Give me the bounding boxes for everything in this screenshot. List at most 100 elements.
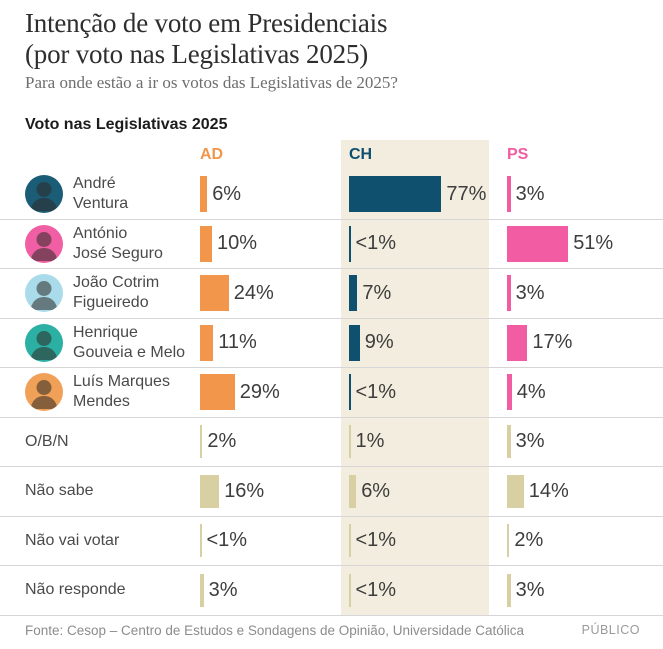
table-row: Não responde 3% <1% 3%	[0, 566, 663, 616]
row-label: Henrique Gouveia e Melo	[73, 323, 186, 361]
bar-ad	[200, 324, 214, 361]
candidate-avatar	[25, 175, 63, 214]
person-icon	[30, 182, 58, 212]
bar-ad	[200, 275, 229, 312]
bar-ch	[349, 524, 351, 558]
value-label-ps: 2%	[514, 529, 544, 552]
row-identity: João Cotrim Figueiredo	[25, 269, 159, 318]
bar-ch	[349, 573, 351, 607]
bar-cell-ch: <1%	[349, 368, 396, 417]
value-label-ad: 24%	[233, 281, 274, 304]
row-identity: Não sabe	[25, 467, 94, 516]
bar-ad	[200, 524, 202, 558]
candidate-avatar	[25, 224, 63, 263]
page-title: Intenção de voto em Presidenciais (por v…	[25, 8, 387, 70]
candidate-avatar	[25, 373, 63, 412]
page-subtitle: Para onde estão a ir os votos das Legisl…	[25, 73, 398, 92]
bar-cell-ps: 3%	[507, 170, 545, 219]
person-icon	[30, 330, 58, 360]
source-note: Fonte: Cesop – Centro de Estudos e Sonda…	[25, 623, 525, 638]
row-identity: Luís Marques Mendes	[25, 368, 170, 417]
row-label: O/B/N	[25, 432, 69, 450]
bar-ps	[507, 176, 511, 213]
bar-ad	[200, 374, 235, 411]
table-row: João Cotrim Figueiredo 24% 7% 3%	[0, 269, 663, 319]
bar-cell-ps: 3%	[507, 566, 545, 615]
bar-cell-ad: 3%	[200, 566, 238, 615]
bar-cell-ch: 6%	[349, 467, 390, 516]
table-row: Não sabe 16% 6% 14%	[0, 467, 663, 517]
row-identity: Não vai votar	[25, 517, 119, 566]
bar-ad	[200, 573, 204, 607]
row-label: António José Seguro	[73, 224, 163, 262]
bar-ps	[507, 275, 511, 312]
bar-cell-ch: <1%	[349, 220, 396, 269]
bar-cell-ps: 4%	[507, 368, 546, 417]
value-label-ch: 77%	[446, 182, 487, 205]
bar-cell-ch: <1%	[349, 566, 396, 615]
value-label-ch: 7%	[362, 281, 392, 304]
column-header-ch: CH	[349, 146, 373, 163]
bar-cell-ad: 6%	[200, 170, 241, 219]
column-header-ps: PS	[507, 146, 529, 163]
bar-cell-ch: <1%	[349, 517, 396, 566]
bar-cell-ps: 51%	[507, 220, 613, 269]
bar-ch	[349, 425, 351, 459]
value-label-ad: 3%	[208, 578, 238, 601]
row-identity: André Ventura	[25, 170, 128, 219]
bar-cell-ad: <1%	[200, 517, 247, 566]
bar-cell-ch: 77%	[349, 170, 486, 219]
candidate-avatar	[25, 323, 63, 362]
bar-ps	[507, 573, 511, 607]
value-label-ps: 4%	[516, 380, 546, 403]
row-label: André Ventura	[73, 175, 129, 213]
value-label-ps: 14%	[528, 479, 569, 502]
bar-cell-ad: 11%	[200, 319, 257, 368]
page-title-line2: (por voto nas Legislativas 2025)	[25, 39, 369, 69]
table-row: André Ventura 6% 77% 3%	[0, 170, 663, 220]
person-icon	[30, 281, 58, 311]
bar-cell-ch: 1%	[349, 418, 384, 467]
table-row: Henrique Gouveia e Melo 11% 9% 17%	[0, 319, 663, 368]
value-label-ps: 3%	[515, 578, 545, 601]
bar-cell-ad: 29%	[200, 368, 280, 417]
value-label-ad: 6%	[212, 182, 242, 205]
bar-cell-ps: 14%	[507, 467, 569, 516]
chart-footer: Fonte: Cesop – Centro de Estudos e Sonda…	[25, 623, 640, 638]
bar-ps	[507, 524, 510, 558]
value-label-ps: 3%	[515, 281, 545, 304]
value-label-ps: 17%	[532, 331, 573, 354]
value-label-ps: 3%	[515, 182, 545, 205]
bar-ad	[200, 225, 212, 262]
bar-cell-ch: 9%	[349, 319, 394, 368]
value-label-ch: 9%	[364, 331, 394, 354]
value-label-ad: 2%	[207, 430, 237, 453]
value-label-ps: 3%	[515, 430, 545, 453]
row-label: Não responde	[25, 581, 126, 599]
value-label-ch: <1%	[355, 529, 397, 552]
bar-ps	[507, 225, 569, 262]
table-row: Luís Marques Mendes 29% <1% 4%	[0, 368, 663, 418]
bar-ps	[507, 425, 511, 459]
value-label-ad: 11%	[218, 331, 257, 354]
row-identity: Henrique Gouveia e Melo	[25, 319, 185, 368]
bar-ch	[349, 374, 351, 411]
chart-rows: André Ventura 6% 77% 3% Antóni	[0, 170, 663, 616]
bar-ad	[200, 474, 220, 508]
row-label: Luís Marques Mendes	[73, 373, 170, 411]
publisher-logo: PÚBLICO	[581, 623, 640, 637]
table-row: Não vai votar <1% <1% 2%	[0, 517, 663, 566]
bar-ps	[507, 474, 524, 508]
bar-ch	[349, 324, 360, 361]
bar-cell-ps: 3%	[507, 269, 545, 318]
table-row: António José Seguro 10% <1% 51%	[0, 220, 663, 269]
row-label: Não sabe	[25, 482, 94, 500]
bar-cell-ad: 16%	[200, 467, 264, 516]
bar-ch	[349, 225, 351, 262]
value-label-ad: 16%	[224, 479, 265, 502]
column-header-ad: AD	[200, 146, 224, 163]
row-identity: O/B/N	[25, 418, 69, 467]
value-label-ch: <1%	[355, 232, 397, 255]
value-label-ad: 10%	[217, 232, 258, 255]
bar-cell-ps: 17%	[507, 319, 572, 368]
